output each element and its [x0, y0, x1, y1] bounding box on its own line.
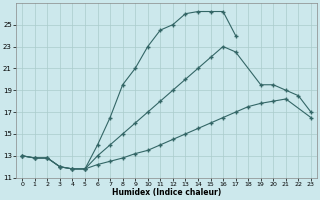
X-axis label: Humidex (Indice chaleur): Humidex (Indice chaleur) — [112, 188, 221, 197]
